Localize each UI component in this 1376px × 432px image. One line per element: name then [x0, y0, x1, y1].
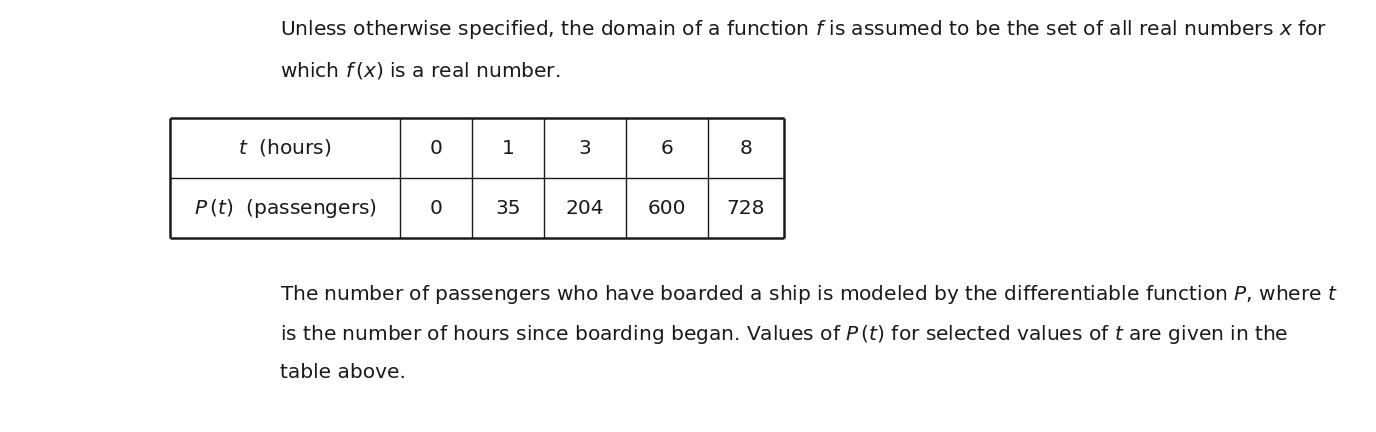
- Text: $t$  (hours): $t$ (hours): [238, 137, 332, 159]
- Text: is the number of hours since boarding began. Values of $P\,(t)$ for selected val: is the number of hours since boarding be…: [279, 323, 1288, 346]
- Text: 8: 8: [739, 139, 753, 158]
- Text: 204: 204: [566, 198, 604, 217]
- Text: 1: 1: [502, 139, 515, 158]
- Text: table above.: table above.: [279, 363, 406, 382]
- Text: Unless otherwise specified, the domain of a function $f$ is assumed to be the se: Unless otherwise specified, the domain o…: [279, 18, 1326, 41]
- Text: 6: 6: [660, 139, 673, 158]
- Text: 600: 600: [648, 198, 687, 217]
- Text: 728: 728: [727, 198, 765, 217]
- Text: 0: 0: [429, 139, 443, 158]
- Text: 35: 35: [495, 198, 520, 217]
- Text: 0: 0: [429, 198, 443, 217]
- Text: $P\,(t)$  (passengers): $P\,(t)$ (passengers): [194, 197, 377, 219]
- Text: which $f\,(x)$ is a real number.: which $f\,(x)$ is a real number.: [279, 60, 560, 81]
- Text: 3: 3: [579, 139, 592, 158]
- Text: The number of passengers who have boarded a ship is modeled by the differentiabl: The number of passengers who have boarde…: [279, 283, 1337, 306]
